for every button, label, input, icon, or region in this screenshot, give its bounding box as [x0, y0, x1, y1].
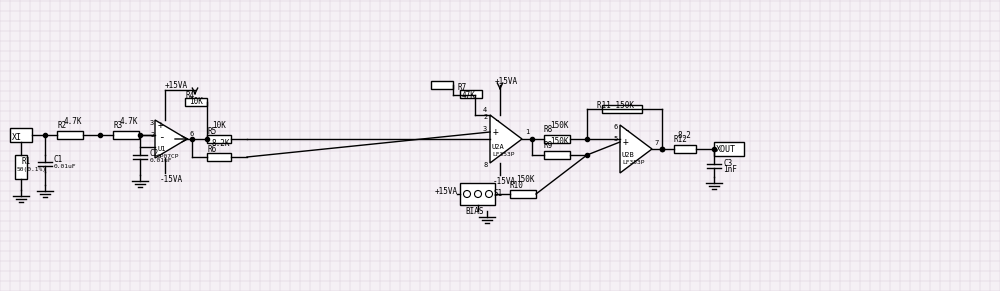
- Text: 6: 6: [189, 131, 193, 137]
- Text: 150K: 150K: [550, 136, 568, 146]
- Text: U1: U1: [157, 146, 166, 152]
- Text: U2B: U2B: [622, 152, 635, 158]
- Text: 50(0.1%): 50(0.1%): [17, 168, 47, 173]
- Text: LF353P: LF353P: [622, 159, 644, 164]
- Bar: [185, 98, 207, 106]
- Text: BIAS: BIAS: [465, 207, 484, 216]
- Text: LF353P: LF353P: [492, 152, 514, 157]
- Text: -15VA: -15VA: [160, 175, 183, 184]
- Text: R3: R3: [114, 122, 123, 130]
- Text: 4.7K: 4.7K: [120, 116, 138, 125]
- Text: 2: 2: [483, 114, 487, 120]
- Text: +: +: [158, 120, 164, 130]
- Bar: [460, 183, 495, 205]
- Text: 8.2: 8.2: [678, 130, 692, 139]
- Text: +15VA: +15VA: [165, 81, 188, 91]
- Bar: [460, 90, 482, 98]
- Text: U2A: U2A: [492, 144, 505, 150]
- Text: R10: R10: [510, 180, 524, 189]
- Text: 7: 7: [654, 140, 658, 146]
- Text: R6: R6: [207, 145, 216, 153]
- Text: R4: R4: [185, 91, 194, 100]
- Bar: [431, 81, 453, 89]
- Text: 3: 3: [150, 120, 154, 126]
- Text: 3: 3: [483, 126, 487, 132]
- Text: 4: 4: [483, 107, 487, 113]
- Text: 2: 2: [150, 132, 154, 138]
- Text: R5: R5: [207, 127, 216, 136]
- Text: 4.7K: 4.7K: [64, 116, 82, 125]
- Text: +15VA: +15VA: [435, 187, 458, 196]
- Text: R9: R9: [544, 141, 553, 150]
- Text: -15VA: -15VA: [493, 177, 516, 185]
- Text: 0.01uF: 0.01uF: [150, 157, 173, 162]
- Bar: [207, 135, 231, 143]
- Text: S1: S1: [493, 189, 502, 198]
- Text: R8: R8: [544, 125, 553, 134]
- Text: R1: R1: [22, 157, 31, 166]
- Text: -: -: [623, 125, 630, 135]
- Text: 0.01uF: 0.01uF: [54, 164, 76, 169]
- Bar: [510, 190, 536, 198]
- Bar: [113, 131, 139, 139]
- Polygon shape: [490, 115, 522, 163]
- Text: +: +: [623, 137, 629, 147]
- Text: R2: R2: [58, 122, 67, 130]
- Bar: [602, 105, 642, 113]
- Bar: [10, 128, 32, 142]
- Text: 1nF: 1nF: [723, 164, 737, 173]
- Text: 1: 1: [525, 129, 529, 135]
- Text: 150K: 150K: [516, 175, 534, 184]
- Bar: [714, 142, 744, 156]
- Text: +: +: [493, 127, 499, 137]
- Text: 10K: 10K: [212, 120, 226, 129]
- Bar: [544, 151, 570, 159]
- Text: 150K: 150K: [550, 120, 568, 129]
- Bar: [544, 135, 570, 143]
- Bar: [57, 131, 83, 139]
- Text: C1: C1: [54, 155, 63, 164]
- Text: 10K: 10K: [189, 97, 203, 107]
- Text: C3: C3: [723, 159, 732, 168]
- Text: R7: R7: [458, 83, 467, 91]
- Text: 5: 5: [613, 136, 617, 142]
- Text: XI: XI: [12, 132, 22, 141]
- Text: 8: 8: [483, 162, 487, 168]
- Bar: [207, 153, 231, 161]
- Text: 6: 6: [613, 124, 617, 130]
- Text: C2: C2: [150, 148, 159, 157]
- Polygon shape: [620, 125, 652, 173]
- Text: -: -: [493, 115, 500, 125]
- Text: R11 150K: R11 150K: [597, 100, 634, 109]
- Text: -: -: [158, 132, 165, 142]
- Text: XOUT: XOUT: [716, 145, 736, 153]
- Bar: [15, 155, 27, 179]
- Bar: [674, 145, 696, 153]
- Text: 47K: 47K: [462, 91, 476, 100]
- Polygon shape: [155, 120, 187, 158]
- Text: 8.2K: 8.2K: [212, 139, 230, 148]
- Text: OP07CP: OP07CP: [157, 153, 180, 159]
- Text: R12: R12: [674, 136, 688, 145]
- Text: +15VA: +15VA: [495, 77, 518, 86]
